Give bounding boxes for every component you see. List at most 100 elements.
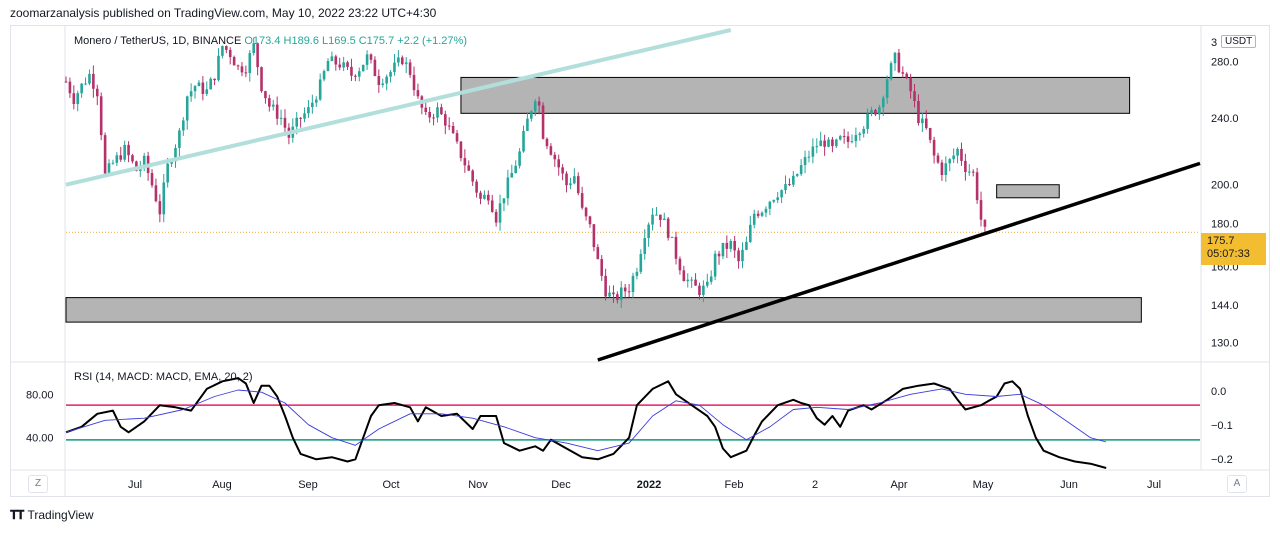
- candle-body: [561, 167, 564, 174]
- candle-body: [670, 236, 674, 238]
- zoom-button[interactable]: Z: [28, 475, 48, 493]
- time-tick-label: Sep: [298, 479, 318, 491]
- candle-body: [354, 75, 357, 77]
- candle-body: [115, 155, 119, 163]
- candle-body: [713, 253, 717, 277]
- candle-body: [256, 43, 259, 68]
- candle-body: [514, 165, 517, 173]
- candle-body: [576, 176, 580, 194]
- candle-body: [917, 101, 920, 124]
- candle-body: [314, 99, 318, 103]
- candle-body: [948, 159, 952, 164]
- candle-body: [623, 287, 627, 292]
- candle-body: [424, 107, 428, 113]
- candle-body: [678, 258, 682, 271]
- tradingview-logo[interactable]: 𝐓𝐓 TradingView: [10, 508, 94, 523]
- symbol-name: Monero / TetherUS, 1D, BINANCE: [74, 35, 242, 47]
- candle-body: [627, 291, 631, 293]
- candle-body: [236, 65, 240, 67]
- price-tick-label: 280.0: [1211, 56, 1239, 68]
- candle-body: [451, 126, 455, 134]
- candle-body: [307, 107, 310, 114]
- candle-body: [733, 240, 736, 251]
- candle-body: [745, 241, 748, 250]
- candle-body: [271, 104, 275, 107]
- candle-body: [131, 155, 134, 162]
- candle-body: [228, 49, 232, 58]
- ohlc-values: O173.4 H189.6 L169.5 C175.7 +2.2 (+1.27%…: [244, 35, 467, 47]
- candle-body: [408, 62, 412, 75]
- candle-body: [84, 83, 87, 85]
- candle-body: [537, 101, 541, 106]
- rsi-legend[interactable]: RSI (14, MACD: MACD, EMA, 20, 2): [74, 371, 253, 383]
- trend-layer: [65, 28, 1201, 362]
- candle-body: [780, 190, 783, 198]
- candle-body: [217, 55, 220, 81]
- trend-line-bold: [597, 161, 1201, 362]
- candle-body: [901, 72, 905, 74]
- currency-badge[interactable]: USDT: [1221, 35, 1257, 48]
- candle-body: [244, 72, 248, 74]
- candle-body: [756, 213, 760, 216]
- candle-body: [385, 76, 388, 84]
- candle-body: [447, 125, 451, 127]
- candle-body: [150, 173, 154, 186]
- candle-body: [88, 73, 91, 84]
- candle-body: [940, 162, 944, 175]
- candle-body: [616, 294, 619, 300]
- candle-body: [135, 161, 138, 171]
- candle-body: [365, 54, 369, 65]
- candle-body: [463, 158, 467, 166]
- candle-body: [717, 253, 721, 257]
- time-tick-label: Feb: [725, 479, 744, 491]
- candle-body: [721, 242, 725, 257]
- price-tick-label: 130.0: [1211, 338, 1239, 350]
- time-tick-label: Aug: [212, 479, 232, 491]
- time-tick-label: 2022: [637, 479, 661, 491]
- symbol-legend[interactable]: Monero / TetherUS, 1D, BINANCE O173.4 H1…: [74, 35, 467, 47]
- candle-body: [709, 276, 713, 282]
- candle-body: [831, 139, 834, 147]
- candle-body: [553, 154, 557, 160]
- candle-body: [776, 197, 779, 201]
- candle-body: [960, 148, 963, 161]
- candle-body: [889, 63, 893, 80]
- candle-body: [874, 109, 877, 115]
- auto-scale-button[interactable]: A: [1227, 475, 1247, 493]
- rsi-layer: [65, 377, 1200, 469]
- candle-body: [213, 78, 216, 81]
- candle-body: [455, 133, 459, 142]
- candle-body: [924, 118, 928, 129]
- candle-body: [741, 249, 744, 262]
- candle-body: [928, 128, 932, 140]
- rsi-tick-label: 40.00: [26, 433, 54, 445]
- candle-body: [72, 93, 76, 104]
- candle-body: [674, 236, 678, 259]
- candle-body: [815, 146, 819, 148]
- candle-body: [651, 214, 654, 225]
- trend-line-light: [65, 28, 732, 187]
- time-tick-label: Oct: [382, 479, 399, 491]
- time-tick-label: Jul: [128, 479, 142, 491]
- time-tick-label: Nov: [468, 479, 488, 491]
- price-tick-label: 240.0: [1211, 113, 1239, 125]
- candle-body: [440, 107, 443, 115]
- candle-body: [506, 177, 510, 199]
- candle-body: [936, 155, 940, 163]
- candle-body: [795, 174, 799, 176]
- candle-body: [111, 162, 115, 164]
- candle-body: [725, 242, 729, 249]
- candle-body: [260, 67, 263, 92]
- candle-body: [662, 218, 666, 221]
- price-tick-label: 180.0: [1211, 218, 1239, 230]
- candle-body: [749, 224, 752, 242]
- candle-body: [792, 175, 795, 185]
- candle-body: [604, 275, 607, 297]
- candle-body: [698, 285, 701, 295]
- candle-body: [205, 89, 209, 94]
- candle-body: [377, 76, 381, 85]
- candle-body: [569, 183, 572, 186]
- macd-tick-label: −0.1: [1211, 420, 1233, 432]
- candle-body: [619, 287, 623, 300]
